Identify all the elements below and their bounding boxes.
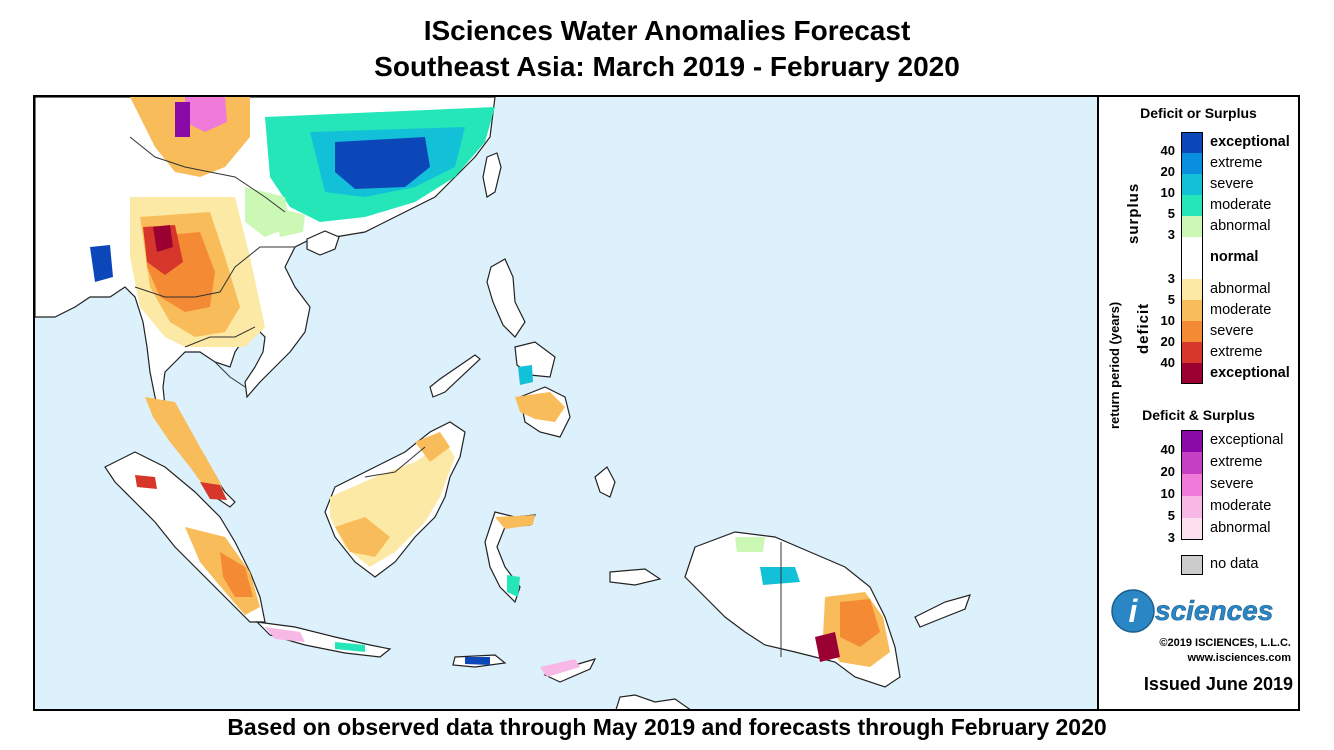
myanmar-deficit-exceptional — [153, 225, 173, 252]
taiwan-island — [482, 152, 502, 198]
legend-label-no-data: no data — [1210, 556, 1259, 572]
legend-label-normal: normal — [1210, 249, 1259, 265]
peninsula-deficit-moderate — [145, 397, 225, 497]
legend-title-deficit-and-surplus: Deficit & Surplus — [1142, 407, 1255, 423]
legend-label-deficit-0: abnormal — [1210, 281, 1271, 297]
legend-swatch-combo-1 — [1181, 452, 1203, 474]
newguinea-deficit-exceptional — [815, 632, 840, 662]
legend-swatch-deficit-1 — [1181, 300, 1203, 321]
legend-label-combo-2: severe — [1210, 476, 1254, 492]
legend-swatch-surplus-3 — [1181, 195, 1203, 216]
legend-label-deficit-1: moderate — [1210, 302, 1272, 318]
sumatra-deficit-extreme — [135, 475, 157, 489]
legend-label-combo-0: exceptional — [1210, 432, 1284, 448]
website-text: www.isciences.com — [1187, 652, 1291, 664]
legend-label-combo-3: moderate — [1210, 498, 1272, 514]
legend-label-deficit-4: exceptional — [1210, 365, 1290, 381]
bali-surplus-exceptional — [465, 657, 490, 665]
legend-tick-deficit-4: 40 — [1160, 355, 1175, 370]
seram-island — [609, 568, 662, 586]
legend-swatch-surplus-1 — [1181, 153, 1203, 174]
legend-swatch-surplus-4 — [1181, 216, 1203, 237]
china-combo-severe — [185, 97, 227, 132]
legend-title-deficit-or-surplus: Deficit or Surplus — [1140, 105, 1257, 121]
legend-tick-combo-2: 10 — [1160, 486, 1175, 501]
issued-date: Issued June 2019 — [1143, 674, 1293, 694]
map-title: ISciences Water Anomalies Forecast — [423, 15, 911, 46]
legend-tick-deficit-0: 3 — [1167, 271, 1175, 286]
legend-swatch-deficit-3 — [1181, 342, 1203, 363]
legend-tick-surplus-1: 20 — [1160, 164, 1175, 179]
legend-label-surplus-4: abnormal — [1210, 218, 1271, 234]
legend-tick-surplus-3: 5 — [1167, 206, 1175, 221]
legend-swatch-normal — [1181, 237, 1203, 279]
legend-tick-combo-3: 5 — [1167, 508, 1175, 523]
map-subtitle: Southeast Asia: March 2019 - February 20… — [374, 51, 960, 82]
legend-surplus-label: surplus — [1125, 182, 1142, 244]
legend-swatch-no-data — [1181, 555, 1203, 575]
legend-swatch-combo-2 — [1181, 474, 1203, 496]
palawan-island — [429, 354, 481, 398]
timor-combo-moderate — [540, 659, 580, 677]
hainan-island — [306, 230, 340, 256]
legend-swatch-combo-4 — [1181, 518, 1203, 540]
legend-panel: Deficit or Surplus return period (years)… — [1099, 95, 1300, 711]
legend-tick-combo-1: 20 — [1160, 464, 1175, 479]
peninsula-deficit-extreme — [200, 482, 227, 500]
copyright-text: ©2019 ISCIENCES, L.L.C. — [1159, 637, 1291, 649]
java-island — [255, 621, 392, 658]
legend-tick-combo-0: 40 — [1160, 442, 1175, 457]
legend-label-deficit-2: severe — [1210, 323, 1254, 339]
sulawesi-surplus-moderate — [507, 575, 520, 597]
legend-label-surplus-3: moderate — [1210, 197, 1272, 213]
java-surplus-moderate — [335, 642, 365, 652]
footer-note: Based on observed data through May 2019 … — [227, 714, 1107, 740]
legend-label-deficit-3: extreme — [1210, 344, 1263, 360]
china-combo-exceptional — [175, 102, 190, 137]
new-britain-island — [914, 594, 971, 628]
philippines-deficit-moderate — [515, 392, 565, 422]
legend-tick-deficit-3: 20 — [1160, 334, 1175, 349]
legend-label-combo-1: extreme — [1210, 454, 1263, 470]
anomaly-map — [33, 95, 1099, 711]
legend-tick-surplus-2: 10 — [1160, 185, 1175, 200]
luzon-island — [486, 258, 526, 338]
legend-swatch-deficit-4 — [1181, 363, 1203, 384]
legend-swatch-surplus-0 — [1181, 132, 1203, 153]
country-borders — [129, 136, 782, 657]
newguinea-deficit-severe — [840, 599, 880, 647]
legend-label-combo-4: abnormal — [1210, 520, 1271, 536]
china-surplus-exceptional — [335, 137, 430, 189]
svg-text:i: i — [1129, 593, 1139, 629]
philippines-surplus-severe — [518, 365, 533, 385]
legend-swatch-combo-0 — [1181, 430, 1203, 452]
legend-label-surplus-1: extreme — [1210, 155, 1263, 171]
australia-tip — [615, 694, 691, 709]
legend-tick-deficit-2: 10 — [1160, 313, 1175, 328]
isciences-logo: i sciences — [1111, 587, 1291, 637]
legend-swatch-deficit-0 — [1181, 279, 1203, 300]
legend-tick-deficit-1: 5 — [1167, 292, 1175, 307]
myanmar-surplus-exceptional — [90, 245, 113, 282]
svg-text:sciences: sciences — [1155, 595, 1273, 626]
newguinea-surplus-abnormal — [735, 537, 765, 552]
legend-label-surplus-0: exceptional — [1210, 134, 1290, 150]
legend-swatch-deficit-2 — [1181, 321, 1203, 342]
halmahera-island — [594, 466, 616, 498]
myanmar-surplus-abnormal — [245, 187, 290, 237]
sumatra-deficit-severe — [220, 552, 253, 597]
sulawesi-deficit-moderate — [495, 515, 535, 529]
newguinea-surplus-severe — [760, 567, 800, 585]
borneo-deficit-moderate — [335, 517, 390, 557]
map-canvas — [35, 97, 971, 709]
legend-tick-surplus-4: 3 — [1167, 227, 1175, 242]
legend-swatch-combo-3 — [1181, 496, 1203, 518]
legend-swatch-surplus-2 — [1181, 174, 1203, 195]
borneo-deficit-moderate-n — [415, 432, 450, 462]
legend-tick-surplus-0: 40 — [1160, 143, 1175, 158]
java-combo-moderate — [265, 627, 305, 642]
legend-label-surplus-2: severe — [1210, 176, 1254, 192]
legend-tick-combo-4: 3 — [1167, 530, 1175, 545]
